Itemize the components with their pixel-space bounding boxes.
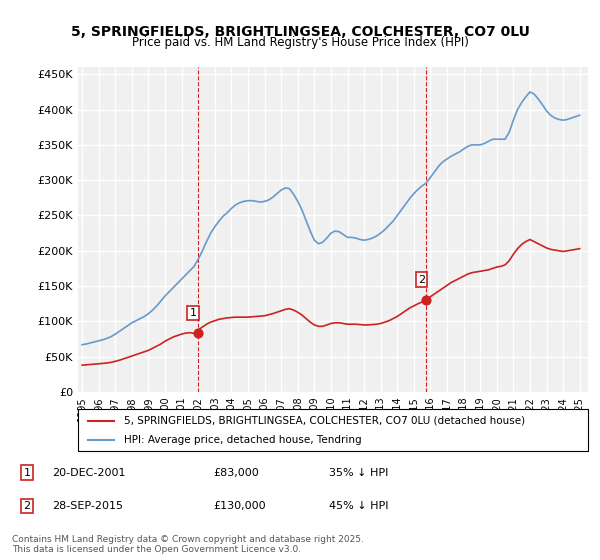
Text: HPI: Average price, detached house, Tendring: HPI: Average price, detached house, Tend… xyxy=(124,435,362,445)
Text: 5, SPRINGFIELDS, BRIGHTLINGSEA, COLCHESTER, CO7 0LU (detached house): 5, SPRINGFIELDS, BRIGHTLINGSEA, COLCHEST… xyxy=(124,416,525,426)
Text: 28-SEP-2015: 28-SEP-2015 xyxy=(52,501,124,511)
Text: Contains HM Land Registry data © Crown copyright and database right 2025.
This d: Contains HM Land Registry data © Crown c… xyxy=(12,535,364,554)
Text: 2: 2 xyxy=(23,501,31,511)
Point xyxy=(193,329,203,338)
Text: 2: 2 xyxy=(418,274,425,284)
Text: 45% ↓ HPI: 45% ↓ HPI xyxy=(329,501,388,511)
Text: Price paid vs. HM Land Registry's House Price Index (HPI): Price paid vs. HM Land Registry's House … xyxy=(131,36,469,49)
Text: £130,000: £130,000 xyxy=(214,501,266,511)
Text: 35% ↓ HPI: 35% ↓ HPI xyxy=(329,468,388,478)
Text: 5, SPRINGFIELDS, BRIGHTLINGSEA, COLCHESTER, CO7 0LU: 5, SPRINGFIELDS, BRIGHTLINGSEA, COLCHEST… xyxy=(71,25,529,39)
Text: 20-DEC-2001: 20-DEC-2001 xyxy=(52,468,126,478)
Text: 1: 1 xyxy=(23,468,31,478)
Text: £83,000: £83,000 xyxy=(214,468,259,478)
Text: 1: 1 xyxy=(190,308,196,318)
FancyBboxPatch shape xyxy=(78,409,588,451)
Point xyxy=(421,296,431,305)
